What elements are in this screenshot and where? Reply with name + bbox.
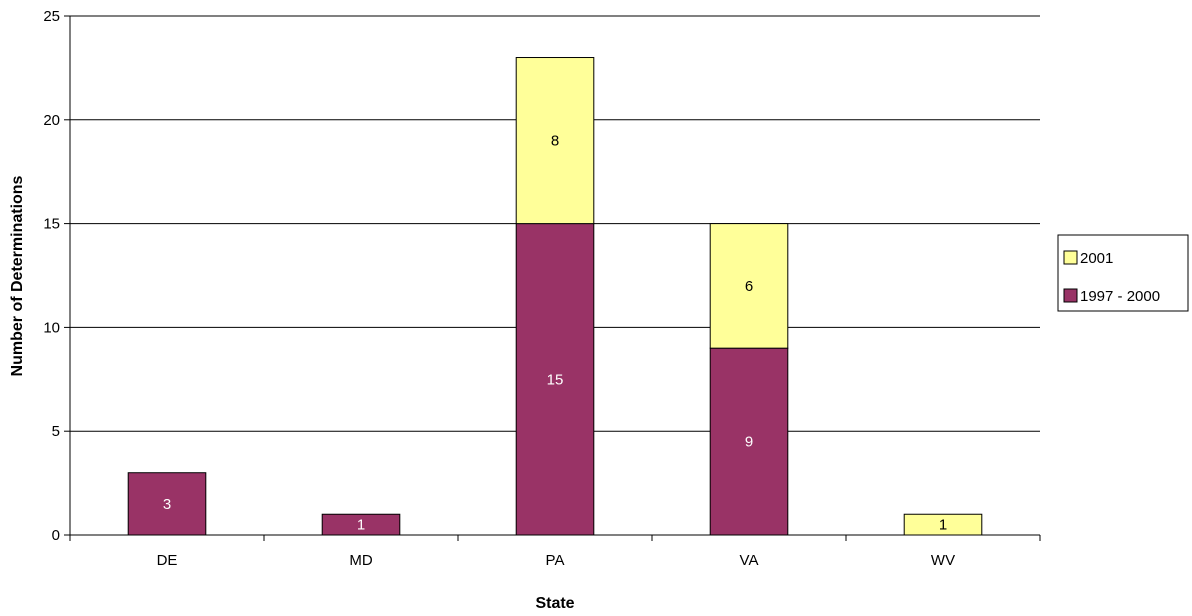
bar-segment [709, 347, 789, 536]
data-label: 8 [551, 133, 559, 150]
x-tick-label: PA [546, 552, 565, 569]
legend-label: 1997 - 2000 [1080, 288, 1160, 305]
y-tick-label: 0 [52, 527, 60, 544]
x-tick-label: DE [157, 552, 178, 569]
data-label: 1 [939, 517, 947, 534]
legend-swatch [1063, 250, 1078, 265]
y-axis-title: Number of Determinations [9, 175, 26, 376]
legend-label: 2001 [1080, 250, 1113, 267]
data-label: 6 [745, 278, 753, 295]
axes [64, 15, 1041, 541]
bar-segment [515, 223, 595, 536]
y-tick-label: 25 [43, 8, 60, 25]
y-tick-label: 10 [43, 319, 60, 336]
y-tick-label: 15 [43, 216, 60, 233]
bar-segment [515, 57, 595, 225]
x-tick-label: VA [740, 552, 759, 569]
x-tick-label: WV [931, 552, 955, 569]
x-tick-labels: DE MD PA VA WV [157, 552, 956, 569]
y-tick-labels: 0 5 10 15 20 25 [43, 8, 60, 544]
legend-box [1057, 234, 1189, 312]
x-axis-title: State [535, 595, 574, 612]
bar-segment [127, 472, 207, 536]
data-label: 1 [357, 517, 365, 534]
data-label: 9 [745, 434, 753, 451]
legend: 2001 1997 - 2000 [1057, 234, 1189, 312]
y-tick-label: 20 [43, 112, 60, 129]
legend-swatch [1063, 288, 1078, 303]
bar-segment [709, 223, 789, 349]
y-tick-label: 5 [52, 423, 60, 440]
data-label: 3 [163, 496, 171, 513]
bars: 3 1 15 8 9 6 1 [127, 57, 983, 536]
x-tick-label: MD [349, 552, 372, 569]
data-label: 15 [547, 371, 564, 388]
